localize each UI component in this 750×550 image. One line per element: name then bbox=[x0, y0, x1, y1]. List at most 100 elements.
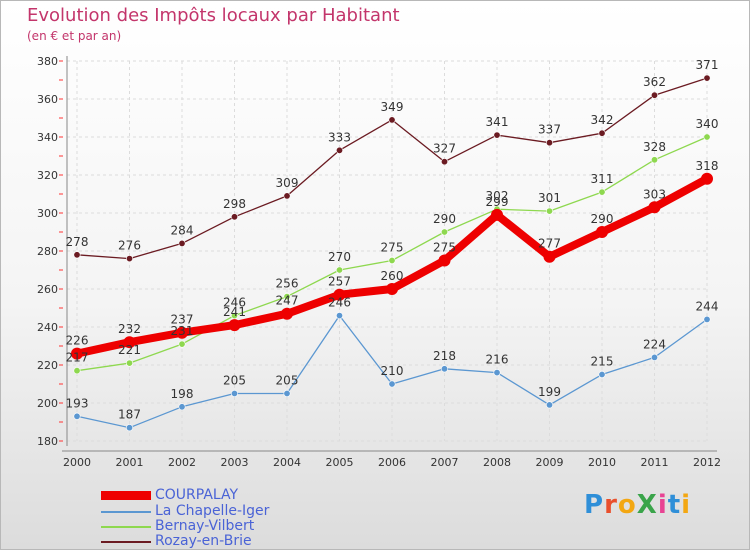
y-tick-label: 360 bbox=[37, 93, 58, 106]
chart-subtitle: (en € et par an) bbox=[27, 29, 122, 43]
data-label: 309 bbox=[276, 176, 299, 190]
x-tick-label: 2000 bbox=[63, 456, 91, 469]
legend-swatch-la-chapelle-iger bbox=[101, 511, 151, 513]
y-tick-label: 340 bbox=[37, 131, 58, 144]
data-label: 278 bbox=[66, 235, 89, 249]
data-point bbox=[701, 172, 713, 185]
data-point bbox=[388, 116, 396, 124]
logo-letter: X bbox=[636, 490, 658, 520]
data-point bbox=[281, 307, 293, 320]
data-label: 187 bbox=[118, 408, 141, 422]
data-label: 302 bbox=[486, 189, 509, 203]
data-point bbox=[335, 146, 343, 154]
data-point bbox=[228, 319, 241, 332]
data-label: 341 bbox=[486, 115, 509, 129]
logo-letter: P bbox=[584, 490, 605, 520]
data-label: 284 bbox=[171, 223, 194, 237]
data-label: 362 bbox=[643, 75, 666, 89]
data-point bbox=[440, 158, 448, 166]
data-point bbox=[126, 359, 134, 367]
data-point bbox=[598, 188, 606, 196]
data-point bbox=[178, 403, 186, 411]
data-point bbox=[545, 401, 553, 409]
data-label: 257 bbox=[328, 275, 351, 289]
y-tick-label: 380 bbox=[37, 55, 58, 68]
data-point bbox=[598, 370, 606, 378]
logo-letter: r bbox=[604, 490, 618, 520]
data-point bbox=[388, 256, 396, 264]
data-point bbox=[438, 254, 451, 267]
data-label: 205 bbox=[276, 374, 299, 388]
logo-letter: o bbox=[617, 490, 637, 520]
y-tick-label: 300 bbox=[37, 207, 58, 220]
data-label: 232 bbox=[118, 322, 141, 336]
data-label: 318 bbox=[696, 159, 719, 173]
data-point bbox=[283, 293, 291, 301]
data-label: 217 bbox=[66, 351, 89, 365]
data-label: 231 bbox=[171, 324, 194, 338]
data-label: 218 bbox=[433, 349, 456, 363]
x-tick-label: 2005 bbox=[326, 456, 354, 469]
data-label: 290 bbox=[591, 212, 614, 226]
data-point bbox=[178, 239, 186, 247]
data-point bbox=[333, 288, 346, 301]
legend-swatch-courpalay bbox=[101, 491, 151, 500]
data-point bbox=[545, 139, 553, 147]
data-label: 298 bbox=[223, 197, 246, 211]
x-tick-label: 2004 bbox=[273, 456, 301, 469]
data-point bbox=[231, 213, 239, 221]
logo-letter: i bbox=[657, 490, 668, 520]
data-label: 224 bbox=[643, 337, 666, 351]
data-point bbox=[335, 312, 343, 320]
data-label: 333 bbox=[328, 130, 351, 144]
data-point bbox=[178, 340, 186, 348]
data-point bbox=[388, 380, 396, 388]
logo-letter: i bbox=[681, 490, 692, 520]
data-point bbox=[231, 312, 239, 320]
x-tick-label: 2001 bbox=[116, 456, 144, 469]
data-point bbox=[231, 389, 239, 397]
data-label: 198 bbox=[171, 387, 194, 401]
legend-swatch-bernay-vilbert bbox=[101, 526, 151, 528]
data-label: 276 bbox=[118, 239, 141, 253]
legend-label-courpalay: COURPALAY bbox=[155, 487, 239, 503]
data-label: 247 bbox=[276, 294, 299, 308]
data-point bbox=[596, 226, 608, 238]
logo-letter: t bbox=[667, 490, 682, 520]
y-tick-label: 320 bbox=[37, 169, 58, 182]
data-point bbox=[126, 255, 134, 263]
data-point bbox=[648, 201, 661, 214]
y-tick-label: 280 bbox=[37, 245, 58, 258]
x-tick-label: 2003 bbox=[221, 456, 249, 469]
data-label: 246 bbox=[328, 296, 351, 310]
data-label: 215 bbox=[591, 355, 614, 369]
data-label: 301 bbox=[538, 191, 561, 205]
x-tick-label: 2010 bbox=[588, 456, 616, 469]
data-point bbox=[73, 412, 81, 420]
data-point bbox=[71, 347, 83, 360]
data-point bbox=[650, 353, 658, 361]
y-tick-label: 220 bbox=[37, 359, 58, 372]
x-tick-label: 2011 bbox=[641, 456, 669, 469]
data-point bbox=[543, 250, 556, 263]
y-tick-label: 240 bbox=[37, 321, 58, 334]
proxiti-logo: ProXiti bbox=[584, 490, 691, 520]
x-tick-label: 2002 bbox=[168, 456, 196, 469]
data-point bbox=[493, 131, 501, 139]
data-point bbox=[650, 156, 658, 164]
data-point bbox=[176, 326, 188, 339]
data-label: 221 bbox=[118, 343, 141, 357]
y-tick-label: 180 bbox=[37, 435, 58, 448]
data-point bbox=[440, 228, 448, 236]
data-label: 349 bbox=[381, 100, 404, 114]
x-tick-label: 2009 bbox=[536, 456, 564, 469]
legend-swatch-rozay-en-brie bbox=[101, 541, 151, 543]
data-point bbox=[386, 283, 398, 295]
data-label: 340 bbox=[696, 117, 719, 131]
data-label: 237 bbox=[171, 313, 194, 327]
data-label: 275 bbox=[381, 241, 404, 255]
data-point bbox=[703, 74, 711, 82]
data-point bbox=[283, 389, 291, 397]
x-tick-label: 2012 bbox=[693, 456, 721, 469]
